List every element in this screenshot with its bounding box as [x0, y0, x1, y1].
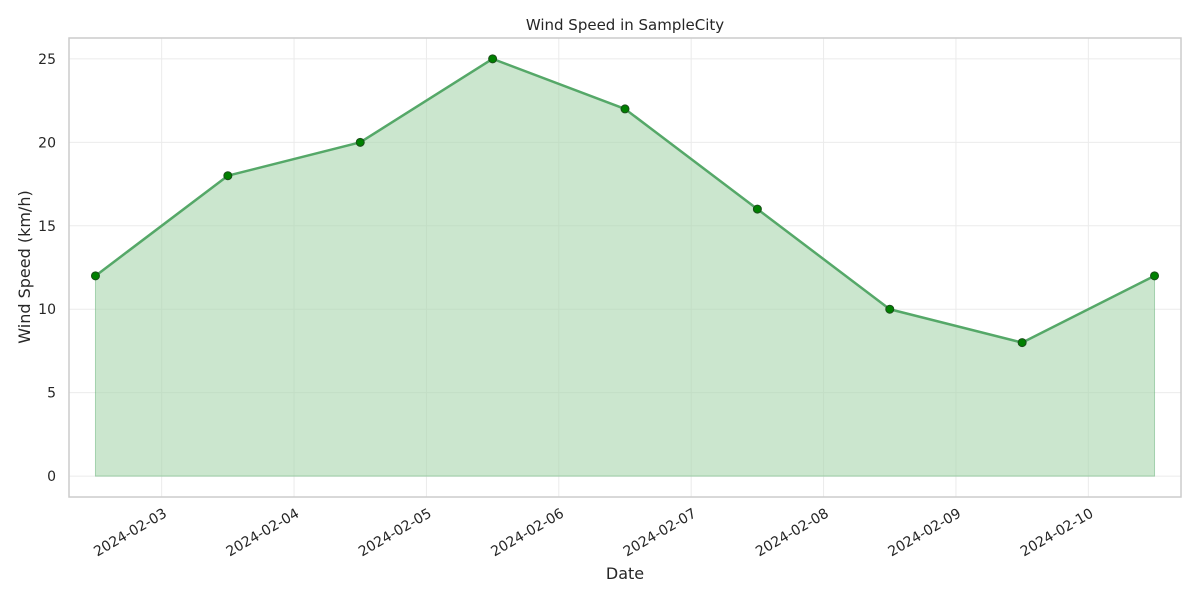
y-tick-label: 0: [47, 469, 56, 485]
x-tick-label: 2024-02-07: [621, 506, 699, 561]
y-tick-label: 10: [38, 302, 56, 318]
data-point: [1017, 338, 1027, 348]
y-axis-label: Wind Speed (km/h): [15, 190, 34, 343]
area-fill-layer: [94, 58, 1156, 477]
x-tick-label: 2024-02-10: [1018, 506, 1096, 561]
marker-layer: [90, 54, 1160, 348]
x-tick-label: 2024-02-03: [91, 506, 169, 561]
y-tick-label: 5: [47, 386, 56, 402]
x-tick-label: 2024-02-06: [488, 506, 567, 561]
y-tick-labels: 0 5 10 15 20 25: [38, 52, 56, 485]
x-tick-label: 2024-02-04: [224, 506, 303, 561]
data-point: [488, 54, 498, 64]
chart-title: Wind Speed in SampleCity: [526, 16, 724, 34]
y-tick-label: 15: [38, 219, 56, 235]
x-tick-label: 2024-02-09: [885, 506, 963, 561]
data-point: [223, 171, 233, 181]
data-point: [1150, 271, 1160, 281]
area-fill: [94, 58, 1156, 477]
x-tick-labels: 2024-02-03 2024-02-04 2024-02-05 2024-02-06…: [91, 506, 1096, 561]
data-point: [355, 137, 365, 147]
axes-frame: [68, 37, 1182, 498]
x-axis-label: Date: [606, 564, 644, 583]
y-tick-label: 20: [38, 135, 56, 151]
y-tick-label: 25: [38, 52, 56, 68]
data-point: [752, 204, 762, 214]
data-point: [885, 304, 895, 314]
x-tick-label: 2024-02-08: [753, 506, 831, 561]
data-point: [90, 271, 100, 281]
x-tick-label: 2024-02-05: [356, 506, 434, 561]
data-point: [620, 104, 630, 114]
